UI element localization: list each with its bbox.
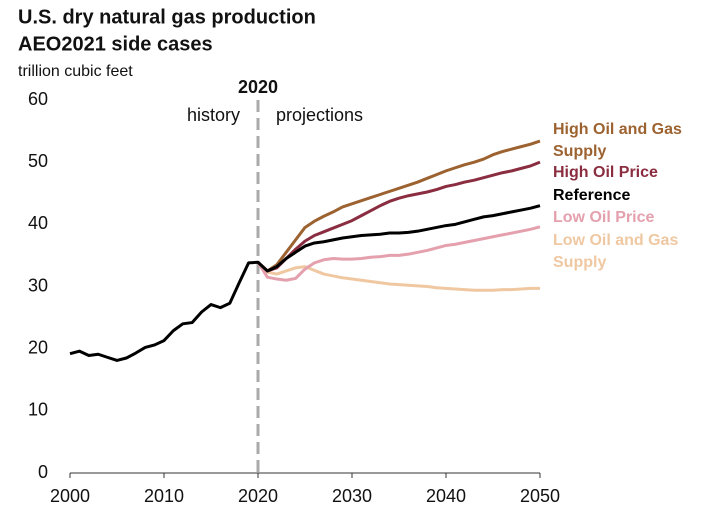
- x-tick-label: 2020: [238, 486, 278, 506]
- y-tick-label: 20: [28, 337, 48, 357]
- y-axis-label: trillion cubic feet: [18, 63, 133, 80]
- chart-title: U.S. dry natural gas production: [18, 6, 316, 28]
- series-line: [69, 204, 541, 362]
- series-line: [256, 139, 541, 273]
- x-tick-label: 2040: [426, 486, 466, 506]
- y-tick-label: 40: [28, 213, 48, 233]
- legend-label: High Oil and Gas Supply: [553, 121, 682, 160]
- x-tick-label: 2000: [50, 486, 90, 506]
- chart-subtitle: AEO2021 side cases: [18, 33, 213, 55]
- y-tick-label: 50: [28, 151, 48, 171]
- series-line: [256, 261, 540, 292]
- y-tick-label: 30: [28, 275, 48, 295]
- divider-label: 2020: [238, 77, 278, 97]
- projections-label: projections: [276, 105, 363, 125]
- legend-label: Low Oil and Gas Supply: [553, 232, 679, 271]
- x-tick-label: 2010: [144, 486, 184, 506]
- x-tick-label: 2050: [520, 486, 560, 506]
- x-tick-label: 2030: [332, 486, 372, 506]
- series-line: [256, 225, 541, 282]
- legend-label: High Oil Price: [553, 164, 658, 181]
- legend-label: Low Oil Price: [553, 209, 655, 226]
- y-tick-label: 60: [28, 89, 48, 109]
- history-label: history: [187, 105, 240, 125]
- series-line: [256, 160, 541, 273]
- legend-label: Reference: [553, 187, 631, 204]
- y-tick-label: 0: [38, 462, 48, 482]
- y-tick-label: 10: [28, 400, 48, 420]
